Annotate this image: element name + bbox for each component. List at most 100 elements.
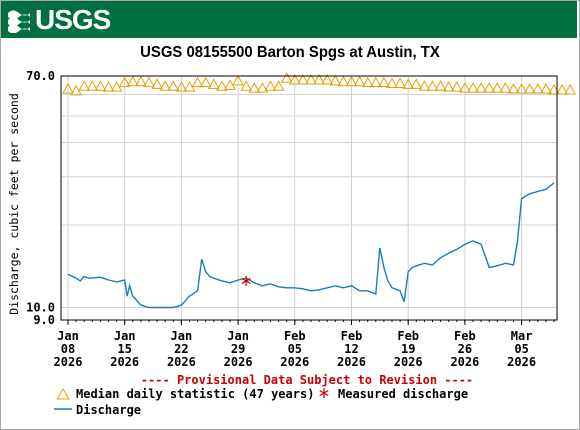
- median-point: [459, 82, 471, 93]
- x-tick-label: 2026: [280, 355, 309, 369]
- legend-discharge-label: Discharge: [76, 403, 141, 417]
- y-tick-label: 70.0: [26, 69, 55, 83]
- x-tick-label: 2026: [110, 355, 139, 369]
- median-point: [361, 76, 374, 88]
- median-point: [507, 83, 520, 94]
- x-tick-label: 2026: [54, 355, 83, 369]
- median-point: [118, 76, 131, 88]
- median-point: [345, 75, 358, 87]
- median-point: [143, 76, 155, 88]
- median-point: [272, 80, 285, 91]
- median-point: [402, 78, 415, 89]
- median-point: [199, 76, 212, 88]
- x-tick-label: 26: [458, 342, 472, 356]
- usgs-wave-icon: [8, 10, 30, 33]
- x-tick-label: Feb: [284, 329, 306, 343]
- median-point: [540, 83, 552, 94]
- x-tick-label: 12: [344, 342, 358, 356]
- median-point: [450, 81, 463, 92]
- median-point: [86, 80, 99, 91]
- median-point: [232, 74, 244, 86]
- y-tick-labels: 70.0 10.09.0: [26, 69, 55, 327]
- median-point: [410, 78, 423, 89]
- median-point: [264, 80, 277, 91]
- x-tick-label: 15: [117, 342, 131, 356]
- x-tick-label: Feb: [454, 329, 476, 343]
- median-point: [442, 81, 455, 92]
- median-point: [151, 78, 163, 89]
- median-point: [394, 77, 406, 88]
- x-tick-label: 08: [61, 342, 75, 356]
- plot-border: [60, 75, 558, 321]
- x-tick-label: 2026: [337, 355, 366, 369]
- median-point: [102, 81, 115, 92]
- median-point: [305, 73, 317, 85]
- x-tick-label: Jan: [114, 329, 136, 343]
- legend-measured-label: Measured discharge: [338, 387, 468, 401]
- median-point: [329, 74, 342, 86]
- median-point: [523, 83, 536, 94]
- median-point: [386, 77, 398, 88]
- median-point: [337, 75, 350, 87]
- x-tick-label: 2026: [394, 355, 423, 369]
- discharge-series: [67, 182, 555, 309]
- discharge-line: [67, 182, 555, 309]
- median-point: [207, 78, 220, 89]
- legend-median-label: Median daily statistic (47 years): [76, 387, 314, 401]
- usgs-logo[interactable]: USGS: [7, 3, 111, 35]
- median-point: [167, 80, 180, 91]
- median-point: [313, 73, 325, 85]
- chart-legend: Median daily statistic (47 years) Measure…: [54, 387, 468, 417]
- x-tick-label: Jan: [171, 329, 193, 343]
- median-point: [78, 80, 91, 91]
- legend-median-symbol: [56, 388, 70, 400]
- y-axis-label: Discharge, cubic feet per second: [7, 93, 21, 315]
- measured-point: [241, 275, 251, 286]
- usgs-banner: USGS: [1, 1, 577, 38]
- x-tick-label: Mar: [511, 329, 533, 343]
- median-point: [297, 73, 309, 85]
- median-point: [175, 81, 188, 92]
- x-tick-label: 2026: [507, 355, 536, 369]
- y-tick-label: 9.0: [33, 313, 55, 327]
- x-tick-label: 05: [288, 342, 302, 356]
- median-point: [288, 73, 301, 85]
- median-point: [378, 76, 390, 88]
- median-point: [159, 80, 172, 91]
- median-point: [483, 82, 496, 93]
- median-series: [62, 72, 577, 96]
- median-point: [280, 72, 293, 83]
- usgs-logo-text: USGS: [35, 3, 111, 35]
- measured-series: [241, 275, 251, 286]
- x-tick-label: 2026: [450, 355, 479, 369]
- x-tick-label: 22: [174, 342, 188, 356]
- x-tick-label: Jan: [227, 329, 249, 343]
- median-point: [531, 83, 544, 94]
- median-point: [62, 83, 74, 94]
- x-tick-label: 29: [231, 342, 245, 356]
- x-tick-labels: Jan082026Jan152026Jan222026Jan292026Feb0…: [54, 329, 537, 369]
- x-tick-label: 19: [401, 342, 415, 356]
- median-point: [353, 75, 366, 87]
- x-tick-label: 05: [514, 342, 528, 356]
- median-point: [369, 76, 382, 88]
- median-point: [256, 82, 269, 93]
- legend-measured-symbol: [319, 388, 329, 398]
- median-point: [248, 82, 261, 93]
- median-point: [467, 82, 479, 93]
- median-point: [240, 80, 253, 91]
- y-tick-label: 10.0: [26, 300, 55, 314]
- median-point: [426, 80, 439, 91]
- x-tick-label: 2026: [224, 355, 253, 369]
- median-point: [491, 82, 504, 93]
- median-point: [564, 83, 577, 95]
- median-point: [418, 80, 431, 91]
- chart-title: USGS 08155500 Barton Spgs at Austin, TX: [140, 44, 440, 61]
- median-point: [556, 83, 568, 95]
- median-point: [126, 75, 139, 87]
- x-tick-label: 2026: [167, 355, 196, 369]
- median-point: [191, 76, 204, 88]
- median-point: [475, 82, 487, 93]
